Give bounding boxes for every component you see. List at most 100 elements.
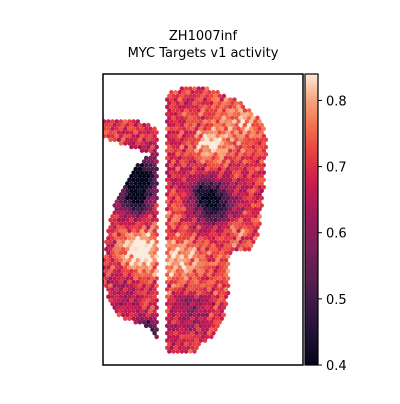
spot xyxy=(221,210,227,215)
spot xyxy=(188,210,193,215)
spot xyxy=(181,155,187,161)
spot xyxy=(227,133,233,139)
spot xyxy=(230,217,235,223)
spot xyxy=(139,170,145,175)
spot xyxy=(139,133,145,139)
spot xyxy=(129,283,134,288)
spot xyxy=(246,122,252,128)
spot xyxy=(240,126,246,132)
spot xyxy=(127,316,132,321)
spot xyxy=(137,298,143,303)
spot xyxy=(118,192,124,197)
spot xyxy=(143,236,149,241)
spot xyxy=(234,195,239,201)
spot xyxy=(213,174,218,179)
spot xyxy=(206,294,212,299)
spot xyxy=(135,119,141,124)
spot xyxy=(200,166,206,172)
spot xyxy=(185,243,191,248)
spot xyxy=(154,298,159,303)
spot xyxy=(179,195,185,201)
spot xyxy=(185,111,191,117)
spot xyxy=(150,312,155,318)
spot xyxy=(257,199,262,205)
spot xyxy=(240,228,246,234)
spot xyxy=(188,268,193,274)
spot xyxy=(173,265,178,270)
spot xyxy=(173,221,178,226)
spot xyxy=(196,239,201,245)
spot xyxy=(204,101,210,106)
spot xyxy=(183,290,189,296)
spot xyxy=(209,93,214,99)
spot xyxy=(198,126,204,132)
spot xyxy=(190,257,195,263)
spot xyxy=(175,122,180,128)
spot xyxy=(175,254,180,259)
spot xyxy=(150,130,155,135)
spot xyxy=(257,214,262,219)
spot xyxy=(202,199,208,205)
spot xyxy=(200,261,206,267)
spot xyxy=(257,141,262,146)
spot xyxy=(194,243,199,248)
spot xyxy=(246,152,252,157)
spot xyxy=(143,192,149,197)
spot xyxy=(167,108,172,113)
spot xyxy=(248,206,254,212)
spot xyxy=(129,188,134,194)
spot xyxy=(133,210,138,215)
spot xyxy=(146,232,151,237)
spot xyxy=(215,170,220,175)
spot xyxy=(120,283,126,288)
spot xyxy=(177,206,183,212)
spot xyxy=(129,268,134,274)
spot xyxy=(257,170,262,175)
spot xyxy=(135,206,141,212)
spot xyxy=(240,243,246,248)
spot xyxy=(198,177,204,183)
spot xyxy=(169,330,174,336)
spot xyxy=(177,272,183,278)
spot xyxy=(200,320,206,325)
spot xyxy=(213,188,218,194)
spot xyxy=(225,144,231,150)
spot xyxy=(261,126,267,132)
spot xyxy=(118,221,124,226)
spot xyxy=(114,265,120,270)
spot xyxy=(217,261,222,267)
spot xyxy=(183,115,189,121)
spot xyxy=(103,279,107,285)
spot xyxy=(217,122,222,128)
spot xyxy=(236,221,241,226)
spot xyxy=(131,309,136,314)
spot xyxy=(173,279,178,285)
spot xyxy=(198,141,204,146)
spot xyxy=(167,93,172,99)
spot xyxy=(175,188,180,194)
spot xyxy=(154,225,159,230)
spot xyxy=(114,257,120,263)
spot xyxy=(179,122,185,128)
spot xyxy=(185,199,191,205)
spot xyxy=(146,166,151,172)
spot xyxy=(169,279,174,285)
spot xyxy=(188,159,193,164)
spot xyxy=(190,236,195,241)
spot xyxy=(217,195,222,201)
spot xyxy=(244,141,250,146)
spot xyxy=(219,250,225,256)
spot xyxy=(143,133,149,139)
spot xyxy=(169,126,174,132)
spot xyxy=(232,206,237,212)
spot xyxy=(223,177,229,183)
spot xyxy=(202,287,208,292)
spot xyxy=(146,137,151,142)
spot xyxy=(209,232,214,237)
spot xyxy=(240,170,246,175)
spot xyxy=(255,152,260,157)
spot xyxy=(169,192,174,197)
spot xyxy=(190,221,195,226)
spot xyxy=(143,243,149,248)
spot xyxy=(236,206,241,212)
